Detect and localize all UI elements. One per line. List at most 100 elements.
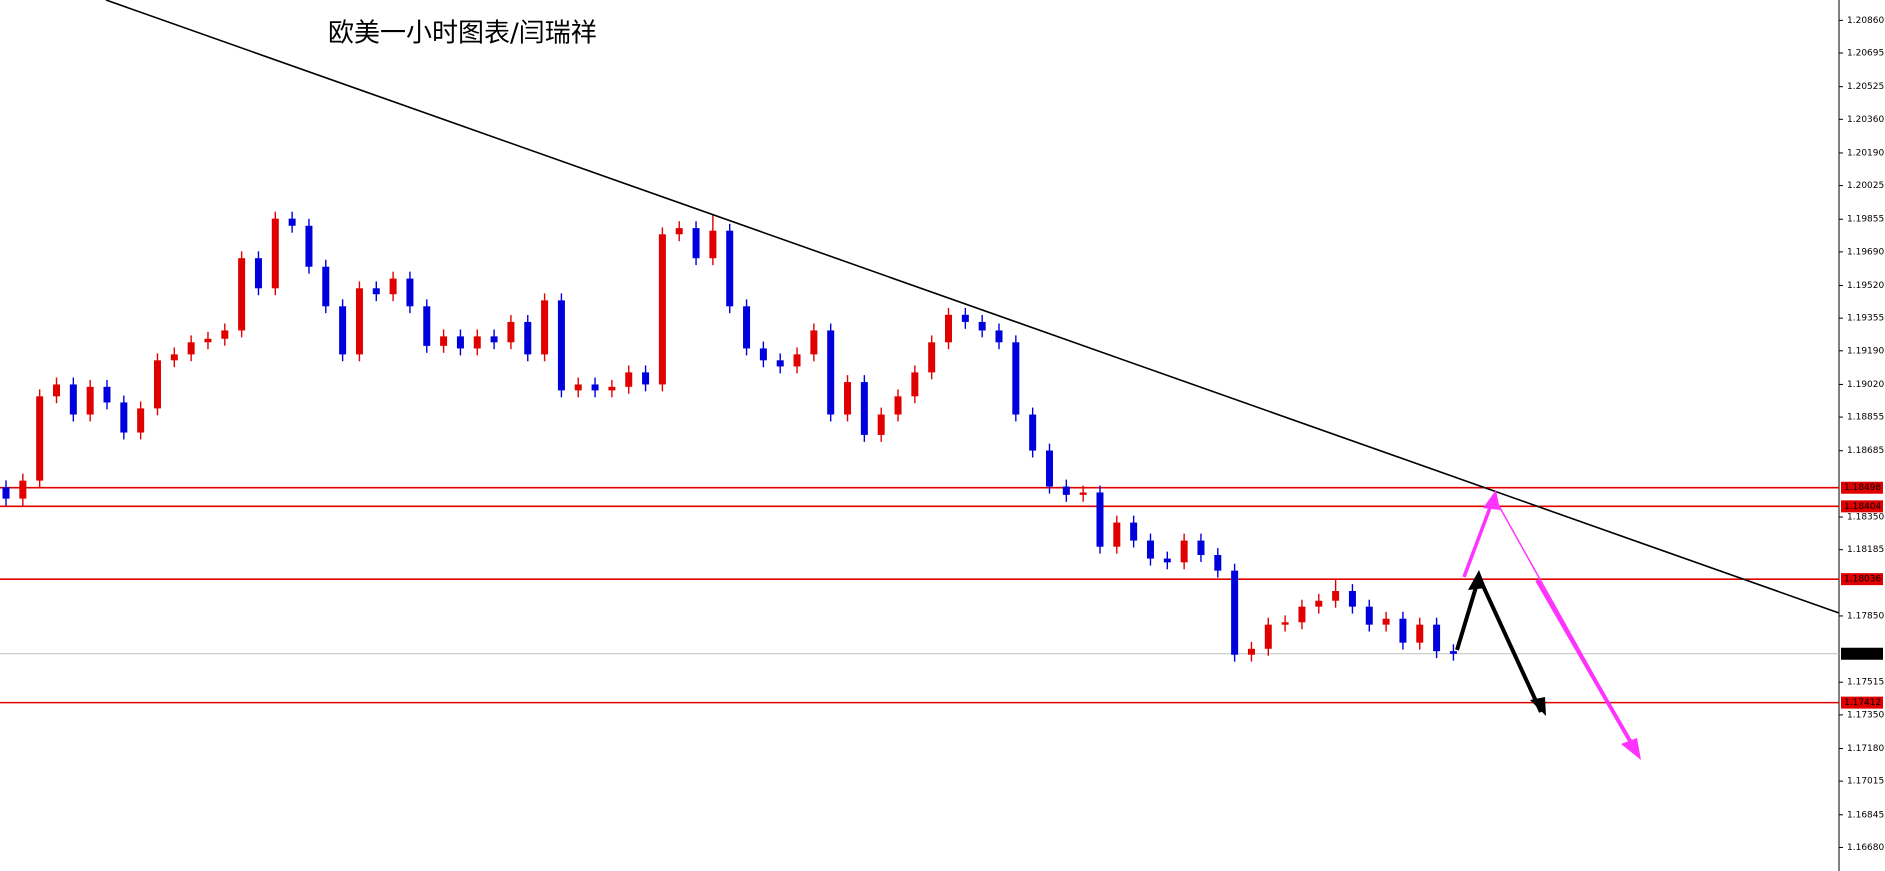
price-tag-label: 1.18036 bbox=[1844, 575, 1881, 585]
candle-body bbox=[911, 372, 919, 397]
candle-body bbox=[1382, 618, 1390, 625]
price-tag-label: 1.17412 bbox=[1844, 698, 1881, 708]
y-tick-label: 1.18855 bbox=[1847, 413, 1884, 423]
y-tick-label: 1.16845 bbox=[1847, 810, 1884, 820]
candle-body bbox=[625, 372, 633, 387]
y-tick-label: 1.20190 bbox=[1847, 148, 1884, 158]
candle-body bbox=[153, 360, 161, 409]
candle-body bbox=[53, 384, 61, 397]
candle-body bbox=[372, 288, 380, 295]
candle-body bbox=[726, 230, 734, 307]
arrow-head bbox=[1483, 490, 1500, 510]
candle-body bbox=[204, 338, 212, 343]
candle-body bbox=[1096, 492, 1104, 547]
arrow-head bbox=[1468, 570, 1486, 590]
candle-body bbox=[1146, 540, 1154, 559]
candle-body bbox=[1449, 651, 1457, 654]
candle-body bbox=[675, 228, 683, 235]
candle-body bbox=[305, 225, 313, 267]
candle-body bbox=[860, 382, 868, 435]
candle-body bbox=[844, 382, 852, 415]
candle-body bbox=[238, 258, 246, 331]
y-tick-label: 1.20025 bbox=[1847, 181, 1884, 191]
candle-body bbox=[877, 414, 885, 435]
candle-body bbox=[1231, 570, 1239, 655]
candle-body bbox=[1433, 624, 1441, 652]
candle-body bbox=[120, 402, 128, 433]
candle-body bbox=[86, 386, 94, 415]
candle-body bbox=[658, 234, 666, 385]
candle-body bbox=[254, 258, 262, 289]
arrow-head bbox=[1621, 738, 1641, 760]
candle-body bbox=[507, 321, 515, 343]
price-tag bbox=[1841, 481, 1883, 494]
candle-body bbox=[456, 336, 464, 349]
candle-body bbox=[389, 278, 397, 295]
y-tick-label: 1.19520 bbox=[1847, 281, 1884, 291]
candle-body bbox=[541, 300, 549, 355]
y-tick-label: 1.17180 bbox=[1847, 744, 1884, 754]
arrow-head bbox=[1530, 697, 1546, 716]
magenta-arrow bbox=[1535, 578, 1639, 755]
candle-body bbox=[1113, 522, 1121, 547]
y-tick-label: 1.19020 bbox=[1847, 380, 1884, 390]
candle-body bbox=[759, 348, 767, 361]
candle-body bbox=[1416, 624, 1424, 643]
candle-body bbox=[1197, 540, 1205, 556]
price-tag-label: 1.18404 bbox=[1844, 502, 1881, 512]
candle-body bbox=[692, 228, 700, 259]
candle-body bbox=[19, 480, 27, 499]
price-tag bbox=[1841, 647, 1883, 660]
candle-body bbox=[642, 372, 650, 385]
candle-body bbox=[1062, 486, 1070, 495]
candle-body bbox=[103, 386, 111, 403]
y-tick-label: 1.19690 bbox=[1847, 247, 1884, 257]
candle-body bbox=[978, 321, 986, 331]
candle-body bbox=[1045, 450, 1053, 487]
candle-body bbox=[1214, 555, 1222, 571]
y-tick-label: 1.18185 bbox=[1847, 545, 1884, 555]
candle-body bbox=[574, 384, 582, 391]
candle-body bbox=[170, 354, 178, 361]
price-tag-label: 1.18498 bbox=[1844, 483, 1881, 493]
candle-body bbox=[1163, 558, 1171, 563]
price-tag bbox=[1841, 573, 1883, 586]
candle-body bbox=[322, 266, 330, 307]
y-tick-label: 1.20360 bbox=[1847, 115, 1884, 125]
candle-body bbox=[440, 336, 448, 346]
candle-body bbox=[1315, 600, 1323, 607]
y-tick-label: 1.19355 bbox=[1847, 314, 1884, 324]
candle-body bbox=[355, 288, 363, 355]
candle-body bbox=[608, 386, 616, 391]
y-tick-label: 1.17015 bbox=[1847, 777, 1884, 787]
candle-body bbox=[1130, 522, 1138, 541]
candle-body bbox=[1281, 622, 1289, 625]
candle-body bbox=[591, 384, 599, 391]
candle-body bbox=[423, 306, 431, 346]
candle-body bbox=[1079, 492, 1087, 495]
candle-body bbox=[961, 314, 969, 322]
price-tag bbox=[1841, 696, 1883, 709]
y-tick-label: 1.16680 bbox=[1847, 843, 1884, 853]
candle-body bbox=[1332, 591, 1340, 601]
y-tick-label: 1.19855 bbox=[1847, 215, 1884, 225]
trend-line bbox=[105, 0, 1840, 614]
candle-body bbox=[1180, 540, 1188, 563]
candle-body bbox=[827, 330, 835, 415]
price-tag bbox=[1841, 500, 1883, 513]
candles bbox=[2, 211, 1457, 662]
y-tick-label: 1.18685 bbox=[1847, 446, 1884, 456]
y-tick-label: 1.20695 bbox=[1847, 49, 1884, 59]
candle-body bbox=[524, 321, 532, 355]
y-tick-label: 1.18350 bbox=[1847, 513, 1884, 523]
candle-body bbox=[137, 408, 145, 433]
candle-body bbox=[1012, 342, 1020, 415]
y-tick-label: 1.17515 bbox=[1847, 678, 1884, 688]
candle-body bbox=[1264, 624, 1272, 649]
candle-body bbox=[221, 330, 229, 339]
candle-body bbox=[187, 342, 195, 355]
candle-body bbox=[36, 396, 44, 481]
